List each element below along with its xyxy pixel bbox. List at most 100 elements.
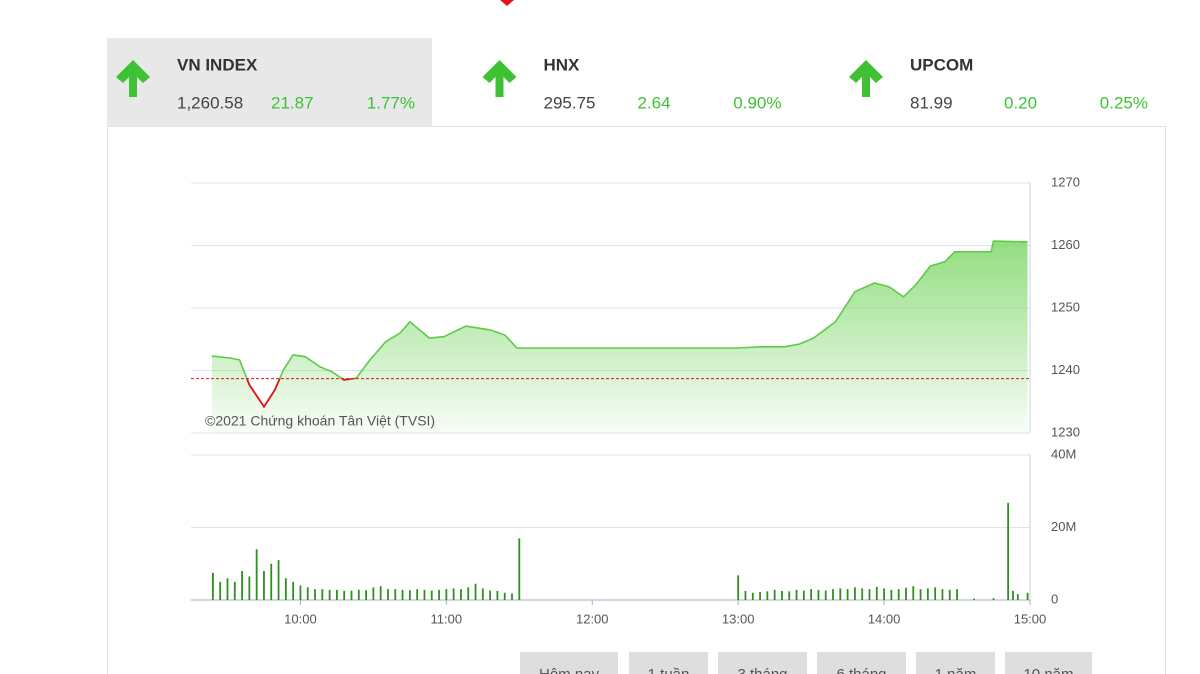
volume-bar xyxy=(306,587,309,600)
x-tick-label: 12:00 xyxy=(576,611,609,626)
index-percent: 0.25% xyxy=(1100,93,1148,112)
price-line xyxy=(211,240,1028,409)
volume-bar xyxy=(365,590,367,600)
volume-bar xyxy=(1007,502,1010,600)
volume-bar xyxy=(832,589,834,600)
active-tab[interactable] xyxy=(107,38,432,126)
volume-bar xyxy=(890,589,893,600)
index-tab[interactable]: HNX 295.75 2.64 0.90% xyxy=(482,55,782,112)
volume-bar xyxy=(416,589,419,600)
x-tick-label: 15:00 xyxy=(1014,611,1047,626)
volume-bar xyxy=(948,589,951,600)
volume-bar xyxy=(926,588,929,600)
volume-bar xyxy=(233,581,236,600)
volume-bar xyxy=(810,589,813,600)
volume-bar xyxy=(467,587,470,600)
index-name: HNX xyxy=(544,55,581,74)
volume-bar xyxy=(861,588,864,600)
volume-bar xyxy=(518,538,521,600)
button-label: Hôm nay xyxy=(539,666,600,674)
top-marker xyxy=(500,0,514,6)
volume-bar xyxy=(343,590,346,600)
volume-bar xyxy=(292,581,295,600)
button-label: 1 tuần xyxy=(648,666,690,674)
y-tick-label: 1260 xyxy=(1051,237,1080,252)
button-label: 3 tháng xyxy=(737,666,787,674)
volume-bar xyxy=(328,589,331,600)
volume-bar xyxy=(511,593,513,600)
price-area xyxy=(211,241,1028,433)
y-tick-label: 1230 xyxy=(1051,424,1080,439)
button-background xyxy=(629,652,708,674)
volume-bar xyxy=(737,575,740,600)
button-label: 10 năm xyxy=(1023,666,1073,674)
volume-bar xyxy=(277,560,280,600)
index-value: 81.99 xyxy=(910,93,953,112)
volume-bar xyxy=(430,590,433,600)
volume-bar xyxy=(795,589,798,600)
volume-bar xyxy=(912,586,915,600)
volume-bar xyxy=(781,590,783,600)
volume-bar xyxy=(387,589,389,600)
button-background xyxy=(1005,652,1092,674)
volume-bar xyxy=(445,589,448,600)
volume-bar xyxy=(270,563,273,600)
volume-bar xyxy=(897,589,900,600)
button-background xyxy=(817,652,906,674)
period-button[interactable]: Hôm nay xyxy=(520,652,618,674)
y-tick-label: 1270 xyxy=(1051,174,1080,189)
volume-bar xyxy=(299,585,302,600)
volume-bar xyxy=(802,590,805,600)
volume-bar xyxy=(839,588,842,600)
volume-bar xyxy=(357,589,360,600)
volume-bar xyxy=(350,590,353,600)
volume-bar xyxy=(905,587,907,600)
period-button[interactable]: 1 tuần xyxy=(629,652,708,674)
y-tick-label: 20M xyxy=(1051,519,1076,534)
volume-bar xyxy=(973,598,975,600)
period-button[interactable]: 1 năm xyxy=(916,652,995,674)
volume-bar xyxy=(321,589,324,600)
volume-bar xyxy=(503,592,506,600)
volume-bar xyxy=(883,588,885,600)
index-name: VN INDEX xyxy=(177,55,258,74)
index-name: UPCOM xyxy=(910,55,973,74)
volume-bar xyxy=(868,589,871,600)
volume-bar xyxy=(394,589,397,600)
volume-bar xyxy=(1026,592,1029,600)
volume-bar xyxy=(788,591,791,600)
volume-bar xyxy=(496,590,499,600)
volume-bar xyxy=(314,589,316,600)
index-tab[interactable]: VN INDEX 1,260.58 21.87 1.77% xyxy=(116,55,415,112)
index-tab[interactable]: UPCOM 81.99 0.20 0.25% xyxy=(849,55,1148,112)
volume-bar xyxy=(489,590,492,600)
volume-bar xyxy=(846,589,849,600)
period-button[interactable]: 3 tháng xyxy=(718,652,807,674)
volume-bar xyxy=(919,589,922,600)
volume-bar xyxy=(992,598,995,600)
index-change: 2.64 xyxy=(638,93,671,112)
volume-bar xyxy=(211,572,214,600)
period-button[interactable]: 6 tháng xyxy=(817,652,906,674)
y-tick-label: 1240 xyxy=(1051,362,1080,377)
volume-bar xyxy=(875,586,878,600)
volume-bar xyxy=(336,589,338,600)
volume-bar xyxy=(372,587,375,600)
volume-bar xyxy=(401,589,404,600)
chart-panel xyxy=(107,126,1166,674)
volume-bar xyxy=(941,589,944,600)
volume-bar xyxy=(379,586,382,600)
volume-bar xyxy=(1016,594,1019,600)
volume-bar xyxy=(481,588,484,600)
index-change: 0.20 xyxy=(1004,93,1037,112)
volume-bar xyxy=(773,589,776,600)
volume-bar xyxy=(423,589,426,600)
volume-bar xyxy=(263,571,265,600)
button-background xyxy=(520,652,618,674)
volume-bar xyxy=(934,587,937,600)
volume-bar xyxy=(408,590,411,600)
index-change: 21.87 xyxy=(271,93,314,112)
x-tick-label: 11:00 xyxy=(431,611,463,626)
period-button[interactable]: 10 năm xyxy=(1005,652,1092,674)
volume-bar xyxy=(255,549,258,600)
